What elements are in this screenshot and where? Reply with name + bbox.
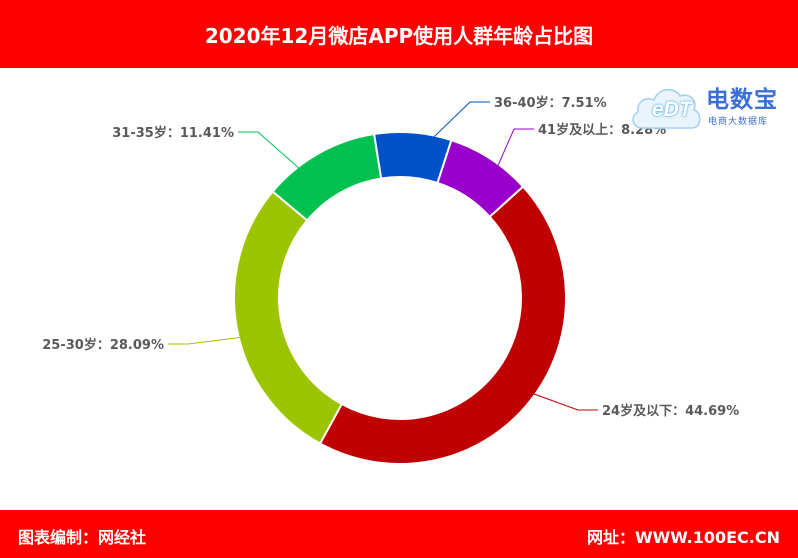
donut-chart: 36-40岁：7.51% 41岁及以上：8.28% 24岁及以下：44.69% 25-… bbox=[42, 95, 739, 465]
data-label: 36-40岁：7.51% bbox=[494, 95, 607, 111]
donut-slice bbox=[233, 190, 344, 445]
data-label: 24岁及以下：44.69% bbox=[602, 403, 739, 419]
data-label: 31-35岁：11.41% bbox=[112, 125, 234, 141]
leader-line bbox=[405, 101, 490, 165]
chart-area: 36-40岁：7.51% 41岁及以上：8.28% 24岁及以下：44.69% 25-… bbox=[0, 68, 798, 510]
footer-website: 网址：WWW.100EC.CN bbox=[586, 528, 780, 547]
data-label: 41岁及以上：8.28% bbox=[538, 122, 666, 138]
data-label: 25-30岁：28.09% bbox=[42, 337, 164, 353]
cloud-logo-icon bbox=[632, 88, 701, 129]
title-banner: 2020年12月微店APP使用人群年龄占比图 bbox=[0, 0, 798, 68]
logo-name: 电数宝 bbox=[706, 87, 778, 113]
footer-banner: 图表编制：网经社 网址：WWW.100EC.CN bbox=[0, 510, 798, 558]
footer-credit: 图表编制：网经社 bbox=[18, 528, 147, 547]
donut-slice bbox=[318, 185, 567, 465]
leader-line bbox=[238, 131, 311, 179]
logo-mark: eDT bbox=[652, 98, 692, 121]
leader-line bbox=[485, 128, 534, 194]
leader-line bbox=[533, 393, 598, 411]
donut-slice bbox=[271, 132, 383, 222]
logo: eDT 电数宝 电商大数据库 bbox=[628, 76, 793, 138]
logo-subtitle: 电商大数据库 bbox=[708, 117, 769, 127]
leader-line bbox=[168, 335, 253, 345]
chart-title: 2020年12月微店APP使用人群年龄占比图 bbox=[204, 23, 594, 48]
